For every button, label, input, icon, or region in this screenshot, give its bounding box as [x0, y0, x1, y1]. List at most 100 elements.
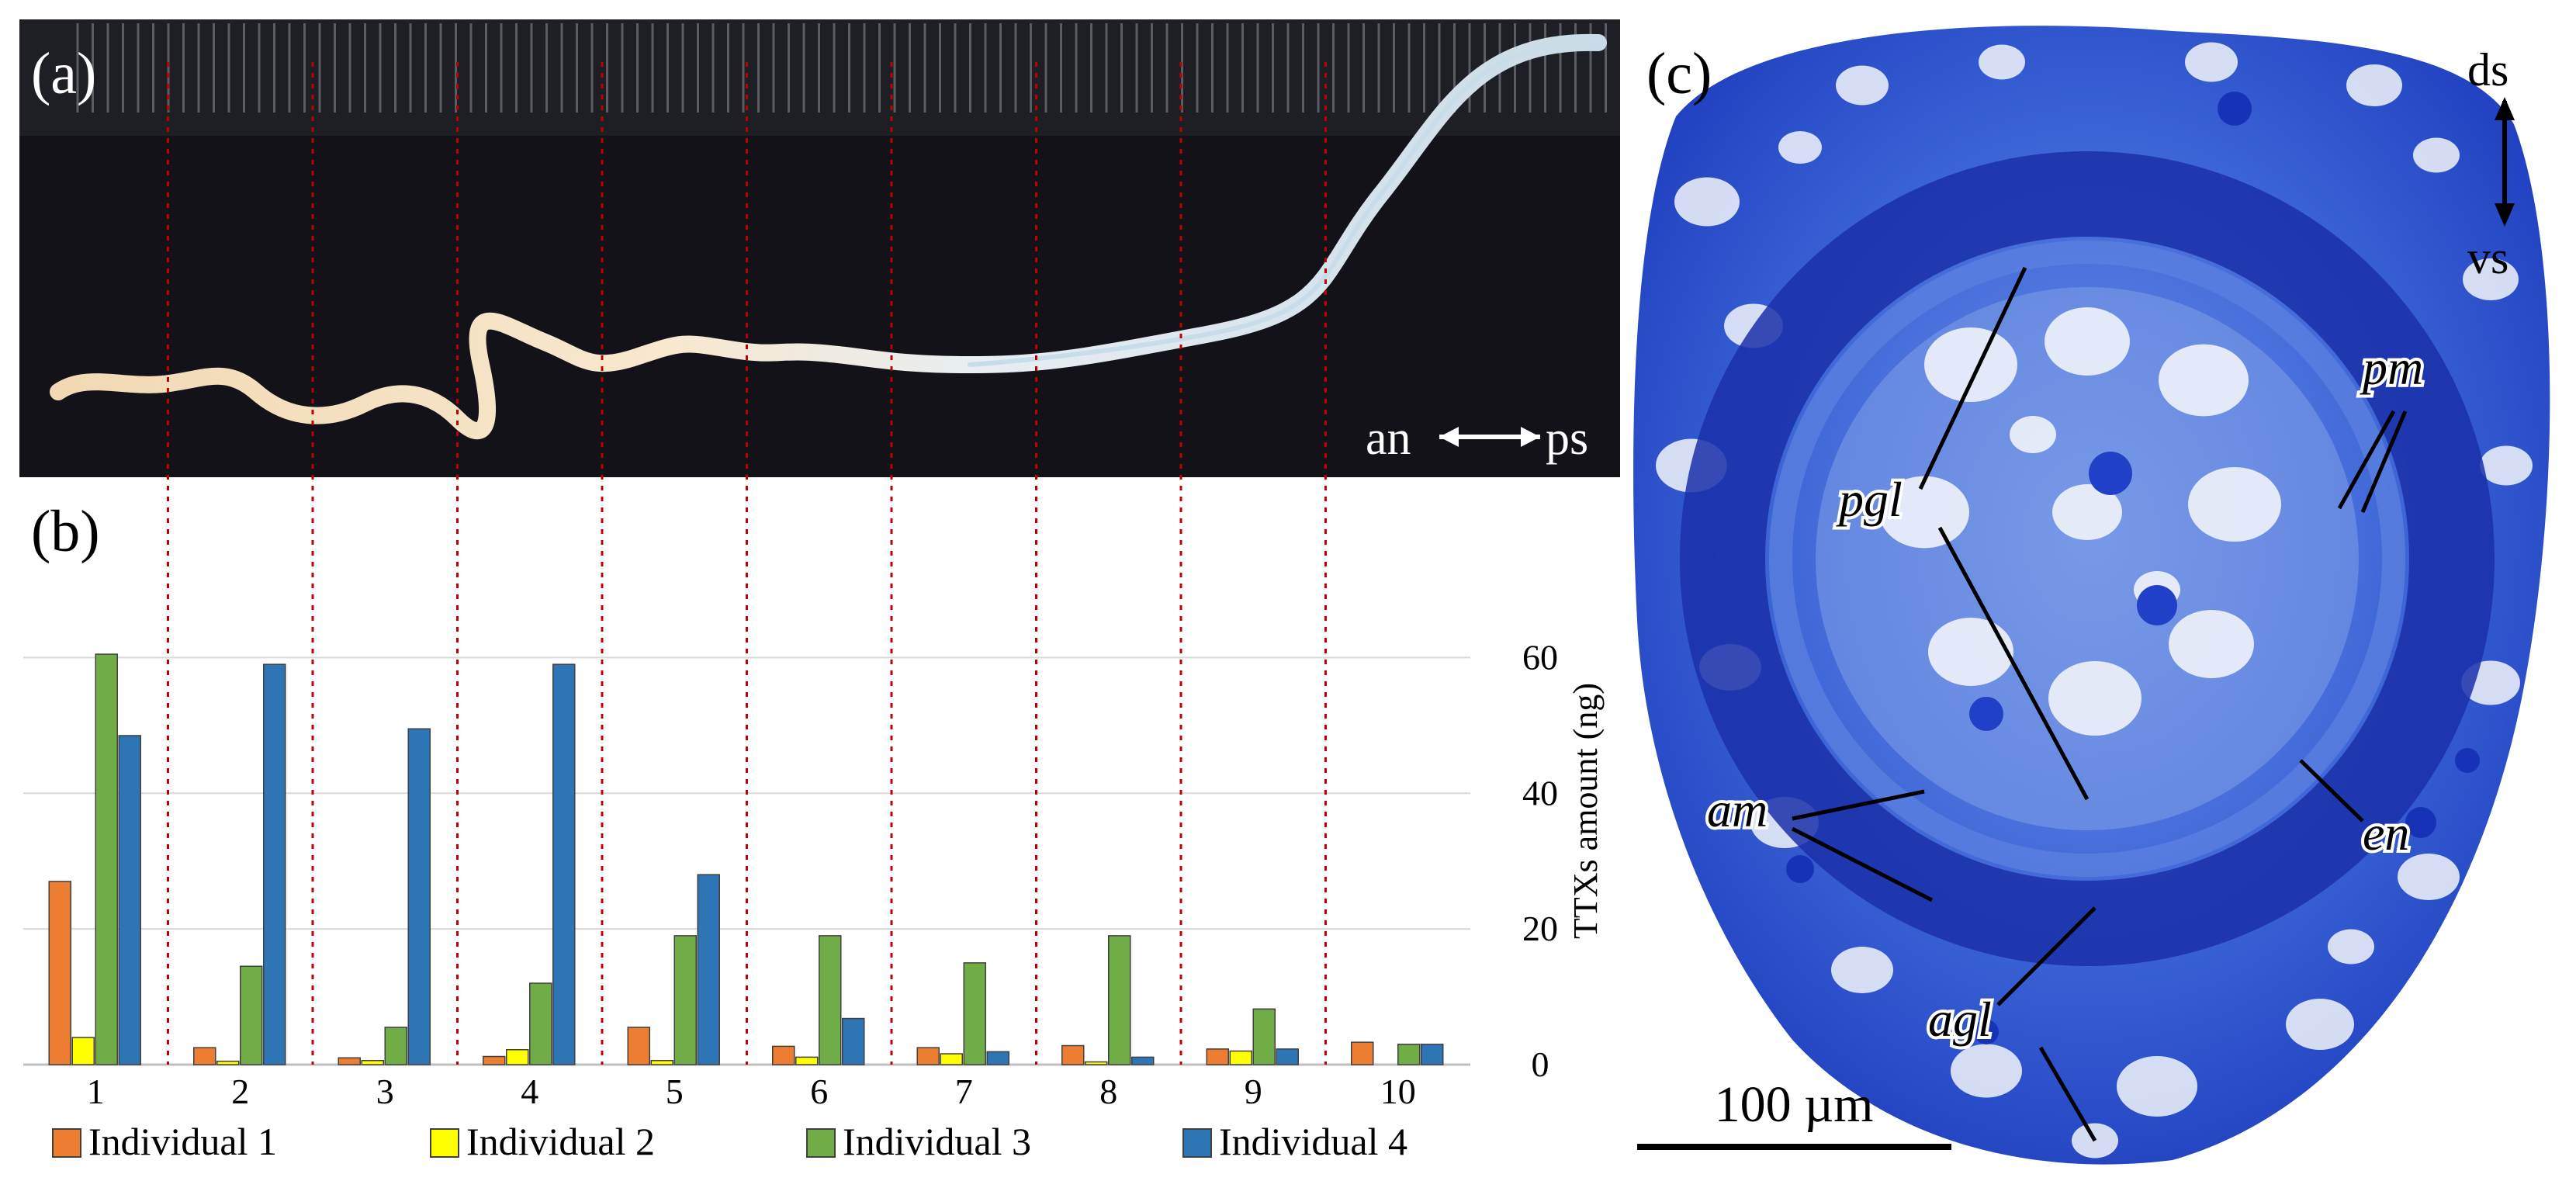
- worm-specimen-taper: [968, 40, 1601, 367]
- bar-individual-1-seg-2: [193, 1047, 216, 1065]
- y-axis-label: TTXs amount (ng): [1567, 683, 1605, 939]
- vacuole: [1836, 65, 1889, 106]
- bar-individual-2-seg-6: [795, 1056, 819, 1065]
- bar-individual-1-seg-9: [1206, 1048, 1229, 1065]
- x-tick-label: 5: [666, 1072, 684, 1111]
- legend-swatch: [430, 1128, 459, 1158]
- leader-line: [1918, 266, 2027, 490]
- bar-individual-2-seg-2: [216, 1060, 240, 1065]
- bar-individual-3-seg-1: [95, 653, 118, 1065]
- bar-individual-4-seg-9: [1276, 1048, 1299, 1065]
- dense-granule: [2089, 452, 2132, 495]
- gland-cell: [2052, 484, 2122, 540]
- structure-label: pm: [2360, 340, 2423, 395]
- bar-individual-2-seg-8: [1085, 1061, 1108, 1065]
- body-wall-muscle-ring: [1680, 151, 2495, 966]
- arrow-down-icon: [2495, 203, 2515, 227]
- dense-granule: [2137, 585, 2177, 625]
- tissue-vacuoles: [1656, 42, 2533, 1159]
- panel-c-label: (c): [1646, 41, 1712, 106]
- orientation-ds-label: ds: [2467, 44, 2508, 95]
- y-axis-ticks: 0 20 40 60: [1522, 637, 1558, 1084]
- x-tick-label: 7: [955, 1072, 973, 1111]
- dense-granule: [1974, 1020, 1999, 1044]
- bar-individual-1-seg-10: [1351, 1041, 1374, 1065]
- vacuole: [2398, 854, 2460, 900]
- vacuole: [1778, 131, 1822, 164]
- arrow-head-left-icon: [1439, 427, 1459, 447]
- legend-swatch: [1182, 1128, 1212, 1158]
- arrow-up-icon: [2495, 97, 2515, 120]
- gland-cell: [2045, 307, 2130, 376]
- bar-individual-3-seg-4: [529, 982, 552, 1065]
- gland-cell: [2048, 661, 2141, 736]
- gland-cell: [2169, 610, 2254, 678]
- leader-line: [1937, 526, 2090, 801]
- bar-individual-1-seg-6: [772, 1045, 795, 1065]
- gland-cell: [2188, 467, 2281, 542]
- bar-individual-3-seg-7: [963, 962, 986, 1065]
- leader-line: [2299, 759, 2364, 823]
- chart-bars: [48, 653, 1444, 1065]
- y-tick-label: 20: [1522, 909, 1558, 948]
- bar-individual-4-seg-5: [697, 874, 720, 1065]
- bar-individual-4-seg-8: [1131, 1056, 1155, 1065]
- x-tick-label: 4: [521, 1072, 538, 1111]
- orientation-vs-label: vs: [2467, 232, 2508, 283]
- bar-individual-4-seg-7: [986, 1051, 1009, 1065]
- dense-granule: [2405, 807, 2436, 838]
- x-tick-label: 3: [376, 1072, 394, 1111]
- x-tick-label: 9: [1245, 1072, 1262, 1111]
- gland-cells: [1879, 307, 2281, 736]
- bar-individual-3-seg-3: [384, 1027, 407, 1065]
- orientation-an-label: an: [1366, 412, 1411, 465]
- legend-label: Individual 4: [1219, 1120, 1407, 1163]
- bar-individual-2-seg-9: [1229, 1050, 1252, 1065]
- structure-label: en: [2363, 805, 2409, 861]
- panel-c: (c) ds vs pgl pm am en agl 100 µm: [1633, 26, 2550, 1165]
- bar-individual-3-seg-10: [1397, 1044, 1421, 1065]
- bar-individual-4-seg-1: [118, 735, 141, 1065]
- legend-label: Individual 3: [843, 1120, 1031, 1163]
- legend-swatch: [52, 1128, 81, 1158]
- leader-line: [2038, 1046, 2097, 1142]
- bar-individual-3-seg-6: [819, 935, 842, 1065]
- bar-individual-1-seg-1: [48, 881, 71, 1065]
- structure-label: am: [1707, 782, 1768, 837]
- legend-label: Individual 2: [466, 1120, 655, 1163]
- vacuole: [2117, 1056, 2197, 1117]
- gland-cell: [2159, 344, 2249, 417]
- x-tick-label: 1: [87, 1072, 105, 1111]
- leader-line: [2337, 410, 2396, 510]
- vacuole: [1674, 177, 1740, 227]
- panel-a: (a) an ps: [19, 19, 1620, 477]
- structure-labels: pgl pm am en agl: [1704, 266, 2426, 1142]
- leader-line: [1996, 906, 2096, 1006]
- bar-individual-2-seg-4: [506, 1049, 529, 1065]
- x-tick-label: 2: [231, 1072, 249, 1111]
- vacuole: [2286, 999, 2354, 1050]
- bar-individual-4-seg-3: [407, 728, 431, 1065]
- bar-individual-2-seg-3: [361, 1060, 384, 1065]
- x-tick-label: 8: [1099, 1072, 1117, 1111]
- bar-individual-3-seg-8: [1108, 935, 1131, 1065]
- bar-individual-1-seg-8: [1061, 1044, 1085, 1065]
- panel-b-label: (b): [31, 499, 100, 564]
- gland-cell: [1928, 618, 2013, 686]
- bar-individual-1-seg-3: [338, 1057, 361, 1065]
- bar-individual-2-seg-5: [650, 1060, 673, 1065]
- structure-label: pgl: [1836, 472, 1903, 527]
- chart-legend: Individual 1 Individual 2 Individual 3 Indi…: [52, 1120, 1407, 1163]
- vacuole: [2346, 64, 2402, 106]
- segment-divider-lines: [167, 62, 1327, 1065]
- dense-granule: [2455, 748, 2480, 773]
- vacuole: [2185, 42, 2238, 82]
- dense-granule: [1969, 697, 2003, 731]
- bar-individual-2-seg-1: [71, 1037, 95, 1065]
- vacuole: [2328, 929, 2374, 965]
- y-tick-label: 40: [1522, 773, 1558, 812]
- vacuole: [2413, 137, 2460, 173]
- vacuole: [2463, 258, 2519, 300]
- leader-line: [1792, 789, 1925, 821]
- bar-individual-1-seg-4: [483, 1055, 506, 1065]
